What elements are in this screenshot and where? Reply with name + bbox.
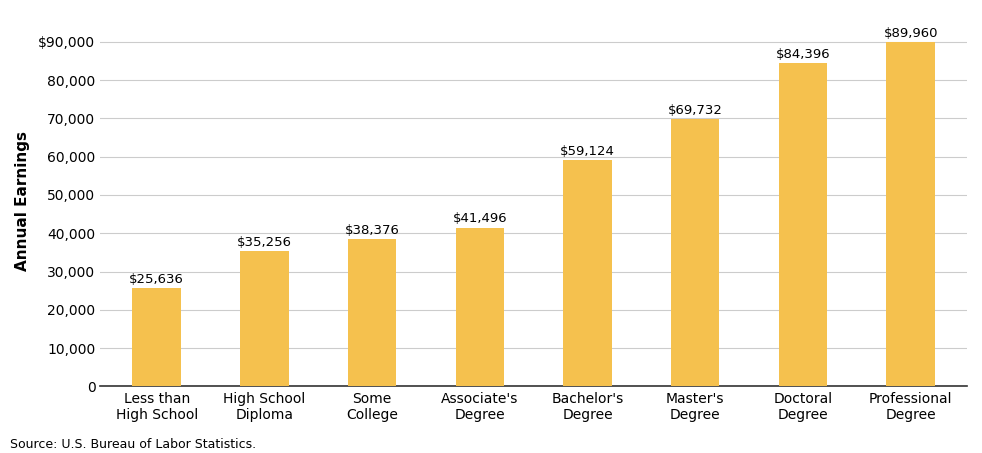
Text: $38,376: $38,376 [345, 224, 400, 237]
Bar [564, 160, 612, 386]
Text: $41,496: $41,496 [453, 212, 507, 225]
Bar [241, 251, 289, 386]
Bar [887, 42, 935, 386]
Text: $35,256: $35,256 [237, 236, 292, 249]
Text: $69,732: $69,732 [668, 104, 723, 117]
Y-axis label: Annual Earnings: Annual Earnings [15, 131, 30, 271]
Text: $84,396: $84,396 [776, 48, 830, 61]
Text: $59,124: $59,124 [560, 145, 615, 158]
Bar [671, 120, 720, 386]
Bar [779, 63, 827, 386]
Text: $25,636: $25,636 [130, 273, 184, 286]
Bar [456, 227, 504, 386]
Bar [133, 288, 181, 386]
Text: Source: U.S. Bureau of Labor Statistics.: Source: U.S. Bureau of Labor Statistics. [10, 438, 256, 451]
Bar [348, 240, 397, 386]
Text: $89,960: $89,960 [884, 27, 938, 40]
